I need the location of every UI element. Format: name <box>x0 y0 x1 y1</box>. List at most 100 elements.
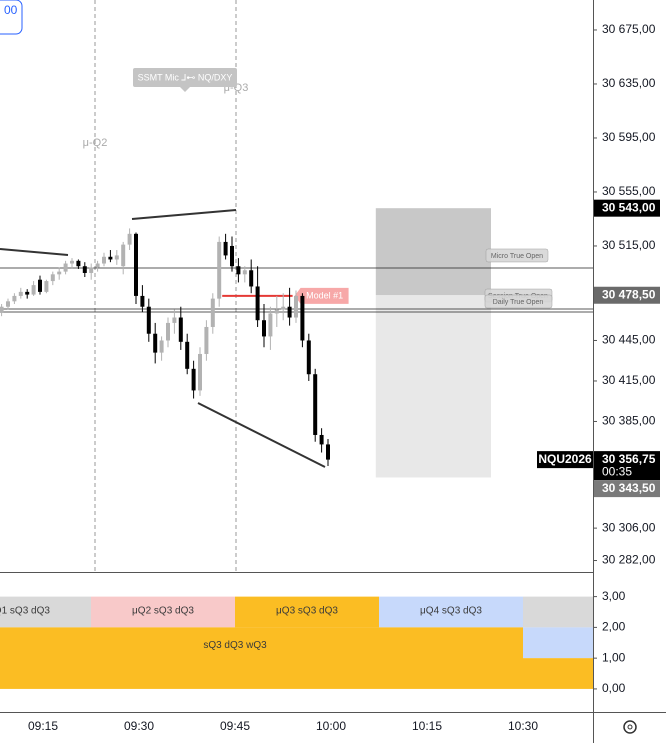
candle-body <box>287 306 292 318</box>
trend-line <box>197 402 326 468</box>
candle-body <box>0 306 4 313</box>
trend-line <box>131 209 237 220</box>
candles <box>0 228 330 467</box>
candle-body <box>127 233 132 245</box>
candle-body <box>153 333 158 353</box>
session-label: sQ3 dQ3 wQ3 <box>203 640 267 651</box>
button[interactable] <box>0 0 23 35</box>
session-bar <box>523 658 593 689</box>
candle-body <box>114 255 119 260</box>
candle-body <box>262 320 266 337</box>
candle-body <box>319 434 324 445</box>
countdown: 00:35 <box>602 464 632 478</box>
trend-line <box>0 248 69 256</box>
candle-body <box>31 285 36 295</box>
indicator-pane: μQ1 sQ3 dQ3 μQ2 sQ3 dQ3 μQ3 sQ3 dQ3 μQ4 sQ3… <box>0 596 593 689</box>
candle-body <box>166 322 170 341</box>
panel-y-tick-label: 2,00 <box>602 620 626 634</box>
y-tick-label: 30 445,00 <box>602 333 656 347</box>
model-label-box <box>294 287 349 304</box>
settings-gear-hub[interactable] <box>627 724 633 730</box>
stop-zone <box>375 208 491 296</box>
candle-body <box>57 271 62 275</box>
price-tag <box>594 451 660 481</box>
candle-body <box>178 317 183 342</box>
candle-body <box>249 270 254 287</box>
y-tick-label: 30 635,00 <box>602 76 656 90</box>
candle-body <box>230 245 234 267</box>
ssmt-label: SSMT Mic ⅃⊷ NQ/DXY <box>138 72 233 82</box>
candle-body <box>38 279 42 292</box>
candle-body <box>236 266 241 275</box>
panel-y-tick-label: 1,00 <box>602 650 626 664</box>
candle-body <box>172 317 177 323</box>
model-label: Model #1 <box>306 290 343 300</box>
ssmt-label-box <box>133 68 237 87</box>
position-tool <box>375 208 491 478</box>
session-bar <box>0 627 523 689</box>
level-label: Daily True Open <box>493 299 544 306</box>
candle-body <box>146 306 151 334</box>
settings-icon[interactable] <box>623 720 637 734</box>
y-tick-label: 30 282,00 <box>602 553 656 567</box>
candle-body <box>6 301 10 307</box>
candle-body <box>191 368 196 391</box>
x-tick-label: 10:30 <box>508 719 538 733</box>
price-tag-label: 30 343,50 <box>602 481 656 495</box>
level-label-box <box>485 248 549 263</box>
settings-gear[interactable] <box>623 720 637 734</box>
candle-body <box>268 313 273 337</box>
candle-body <box>70 260 74 264</box>
candle-body <box>25 291 30 295</box>
panel-y-tick-label: 3,00 <box>602 589 626 603</box>
candle-body <box>274 309 279 314</box>
candle-body <box>140 295 145 307</box>
x-tick-label: 09:45 <box>220 719 250 733</box>
price-tag-label: 30 543,00 <box>602 200 656 214</box>
button-label[interactable]: 00 <box>4 3 18 17</box>
candle-body <box>134 233 138 296</box>
candle-body <box>198 353 202 391</box>
symbol-tag <box>537 451 593 469</box>
axes: 30 675,00 30 635,00 30 595,00 30 555,00 30 5… <box>28 22 660 733</box>
session-bar <box>379 596 523 628</box>
candle-body <box>326 444 330 460</box>
y-tick-label: 30 515,00 <box>602 238 656 252</box>
price-tag-label: 30 356,75 <box>602 452 656 466</box>
session-bar <box>523 596 593 628</box>
session-bar <box>235 596 379 628</box>
candle-body <box>121 244 126 267</box>
candle-body <box>159 340 164 353</box>
session-bar <box>91 596 235 628</box>
labels: μ-Q2 μ-Q3 SSMT Mic ⅃⊷ NQ/DXY <box>83 68 248 149</box>
x-tick-label: 10:00 <box>316 719 346 733</box>
candle-body <box>102 256 106 264</box>
level-label-box <box>484 294 553 309</box>
y-tick-label: 30 595,00 <box>602 130 656 144</box>
candle-body <box>300 295 305 341</box>
session-bar <box>523 627 593 659</box>
y-tick-label: 30 675,00 <box>602 22 656 36</box>
candle-body <box>255 286 260 321</box>
symbol-label: NQU2026 <box>538 452 592 466</box>
quarter-label: μ-Q2 <box>83 137 108 149</box>
candle-body <box>82 266 87 273</box>
session-label: μQ4 sQ3 dQ3 <box>420 606 482 617</box>
candle-body <box>95 263 100 268</box>
candle-body <box>12 295 17 302</box>
candle-body <box>63 263 68 272</box>
candle-body <box>89 267 94 273</box>
candle-body <box>204 326 209 354</box>
candle-body <box>76 260 81 267</box>
candle-body <box>223 241 228 256</box>
x-tick-label: 09:15 <box>28 719 58 733</box>
panel-y-tick-label: 0,00 <box>602 681 626 695</box>
candle-body <box>281 306 286 310</box>
x-tick-label: 10:15 <box>412 719 442 733</box>
candle-body <box>306 340 311 375</box>
candle-body <box>313 374 318 435</box>
price-tag-label: 30 478,50 <box>602 287 656 301</box>
price-tag <box>594 286 660 304</box>
